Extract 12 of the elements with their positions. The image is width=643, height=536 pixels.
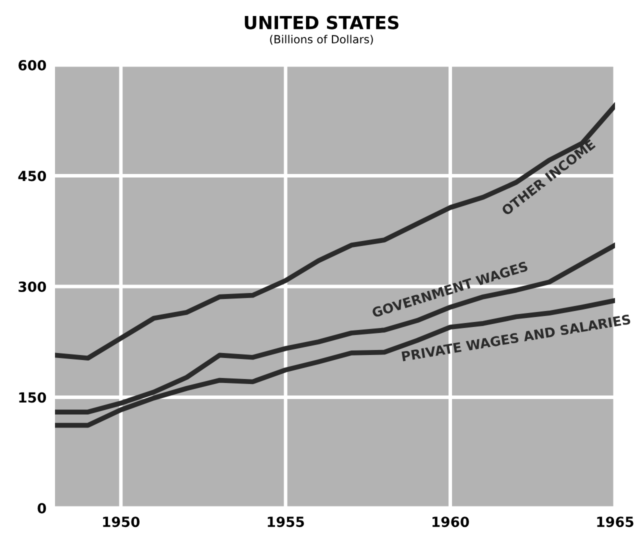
- y-tick-label: 0: [38, 502, 46, 514]
- x-tick-label: 1955: [268, 516, 304, 528]
- chart-title: UNITED STATES: [244, 16, 398, 30]
- y-tick-label: 150: [19, 392, 46, 403]
- x-tick-label: 1965: [597, 516, 634, 528]
- y-tick-label: 600: [18, 60, 46, 70]
- x-tick-label: 1950: [103, 516, 140, 528]
- x-tick-label: 1960: [432, 516, 469, 528]
- y-tick-label: 450: [18, 170, 46, 182]
- text: PRIVATE WAGES AND SALARIES: [402, 314, 631, 362]
- y-tick-label: 300: [18, 281, 46, 292]
- chart-subtitle: (Billions of Dollars): [270, 34, 373, 45]
